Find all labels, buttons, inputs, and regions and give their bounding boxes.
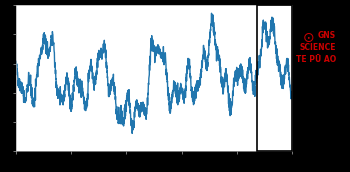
Bar	[257, 5, 292, 151]
Text: GNS
SCIENCE
TE PŪ AO: GNS SCIENCE TE PŪ AO	[296, 31, 336, 64]
Text: ⊙: ⊙	[303, 31, 314, 45]
